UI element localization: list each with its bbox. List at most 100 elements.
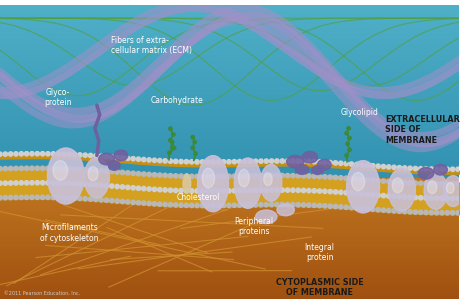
Ellipse shape [83,182,87,186]
Ellipse shape [190,189,194,193]
Ellipse shape [328,161,332,165]
Ellipse shape [104,169,109,173]
Ellipse shape [9,195,13,200]
Ellipse shape [312,174,316,178]
Ellipse shape [30,195,34,199]
Ellipse shape [152,173,156,177]
Bar [0,151,459,152]
Ellipse shape [83,168,87,172]
Ellipse shape [312,160,316,164]
Ellipse shape [206,174,210,179]
Ellipse shape [232,188,237,193]
Ellipse shape [338,161,343,165]
Bar [0,97,459,98]
Ellipse shape [168,159,173,163]
Ellipse shape [323,174,327,179]
Ellipse shape [243,159,247,164]
Ellipse shape [445,167,449,171]
Ellipse shape [447,182,454,193]
Ellipse shape [131,200,135,205]
Ellipse shape [338,205,343,209]
Ellipse shape [227,203,231,208]
Ellipse shape [88,182,93,187]
Bar [0,256,459,257]
Ellipse shape [62,195,66,200]
Ellipse shape [456,167,460,171]
Ellipse shape [152,187,156,192]
Bar [0,28,459,29]
Bar [0,277,459,278]
Ellipse shape [402,180,407,185]
Ellipse shape [307,203,311,207]
Ellipse shape [424,167,428,171]
Bar [0,216,459,217]
Ellipse shape [137,171,141,176]
Ellipse shape [349,206,354,210]
Bar [0,56,459,57]
Ellipse shape [232,174,237,178]
Bar [0,138,459,139]
Ellipse shape [429,181,434,186]
Ellipse shape [376,193,380,197]
Bar [0,195,459,196]
Ellipse shape [173,188,178,193]
Bar [0,204,459,205]
Ellipse shape [248,159,253,164]
Ellipse shape [285,159,290,163]
Bar [0,123,459,124]
Ellipse shape [333,204,337,209]
Ellipse shape [248,203,253,207]
Ellipse shape [440,181,444,186]
Bar [0,178,459,179]
Ellipse shape [237,188,242,193]
Ellipse shape [99,198,103,202]
Bar [0,227,459,228]
Bar [0,193,459,194]
Ellipse shape [259,202,263,207]
Bar [0,254,459,255]
Ellipse shape [291,188,295,192]
Bar [0,95,459,96]
Ellipse shape [78,196,82,201]
Ellipse shape [25,195,29,199]
Bar [0,48,459,49]
Ellipse shape [419,167,423,171]
Bar [0,54,459,55]
Bar [0,162,459,163]
Bar [0,25,459,26]
Ellipse shape [243,203,247,207]
Ellipse shape [254,203,258,207]
Bar [0,164,459,165]
Bar [0,229,459,230]
Bar [0,92,459,93]
Ellipse shape [0,181,2,185]
Ellipse shape [120,199,125,204]
Ellipse shape [104,154,109,159]
Ellipse shape [184,174,189,178]
Bar [0,176,459,177]
Ellipse shape [0,167,2,171]
Ellipse shape [194,152,197,155]
Ellipse shape [198,156,228,212]
Bar [0,293,459,294]
Bar [0,249,459,250]
Ellipse shape [254,188,258,192]
Ellipse shape [73,181,77,186]
Bar [0,88,459,89]
Ellipse shape [237,174,242,178]
Ellipse shape [195,203,199,208]
Ellipse shape [435,181,439,186]
Bar [0,13,459,14]
Ellipse shape [67,196,72,200]
Ellipse shape [275,202,279,207]
Bar [0,217,459,218]
Ellipse shape [381,164,386,169]
Ellipse shape [259,159,263,163]
Ellipse shape [211,174,215,179]
Ellipse shape [190,203,194,208]
Ellipse shape [157,188,162,192]
Bar [0,135,459,136]
Ellipse shape [195,174,199,179]
Bar [0,79,459,80]
Ellipse shape [30,152,34,156]
